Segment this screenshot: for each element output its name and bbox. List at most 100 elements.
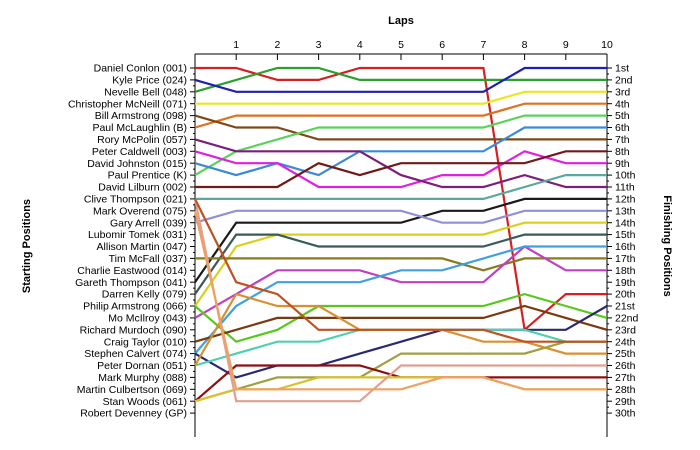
x-tick-label: 1: [233, 39, 239, 51]
finishing-position-label: 26th: [615, 360, 636, 372]
finishing-position-label: 1st: [615, 63, 629, 75]
starting-position-label: Robert Devenney (GP): [80, 408, 187, 420]
driver-position-line: [193, 198, 607, 403]
starting-position-label: David Johnston (015): [87, 158, 187, 170]
x-tick-label: 7: [480, 39, 486, 51]
driver-position-line: [194, 126, 607, 177]
starting-position-label: Craig Taylor (010): [104, 336, 187, 348]
finishing-position-label: 2nd: [615, 75, 633, 87]
driver-position-line: [194, 221, 607, 307]
driver-position-line: [194, 150, 607, 189]
finishing-position-label: 13th: [615, 205, 636, 217]
finishing-position-label: 27th: [615, 372, 636, 384]
driver-position-line: [194, 197, 607, 283]
finishing-position-label: 22nd: [615, 313, 639, 325]
finishing-position-label: 6th: [615, 122, 630, 134]
driver-position-line: [194, 102, 607, 129]
driver-position-line: [195, 90, 607, 105]
starting-position-label: Stan Woods (061): [103, 396, 187, 408]
driver-position-line: [193, 210, 607, 391]
starting-position-label: Peter Dornan (051): [97, 360, 187, 372]
finishing-position-label: 28th: [615, 384, 636, 396]
starting-position-label: Rory McPolin (057): [97, 134, 187, 146]
finishing-position-label: 25th: [615, 348, 636, 360]
starting-position-label: Gareth Thompson (041): [75, 277, 187, 289]
labels-layer: 1 2 3 4 5 6 7 8 9 10 Daniel Conlon (001)Kyle Price…: [68, 39, 639, 420]
finishing-position-label: 23rd: [615, 324, 636, 336]
starting-position-label: Peter Caldwell (003): [92, 146, 187, 158]
x-tick-label: 3: [316, 39, 322, 51]
starting-position-label: Clive Thompson (021): [84, 194, 187, 206]
finishing-position-label: 21st: [615, 301, 635, 313]
finishing-position-label: 9th: [615, 158, 630, 170]
driver-position-line: [195, 150, 607, 189]
finishing-position-label: 14th: [615, 217, 636, 229]
finishing-position-label: 10th: [615, 170, 636, 182]
x-tick-label: 6: [439, 39, 445, 51]
driver-position-line: [194, 198, 607, 343]
x-tick-label: 4: [357, 39, 363, 51]
finishing-position-label: 19th: [615, 277, 636, 289]
starting-position-label: Nevelle Bell (048): [104, 86, 187, 98]
finishing-position-label: 17th: [615, 253, 636, 265]
starting-position-label: David Lilburn (002): [98, 182, 187, 194]
driver-position-line: [194, 114, 607, 141]
x-tick-label: 8: [522, 39, 528, 51]
driver-position-line: [194, 66, 607, 93]
starting-position-label: Daniel Conlon (001): [94, 63, 187, 75]
x-tick-label: 5: [398, 39, 404, 51]
finishing-position-label: 29th: [615, 396, 636, 408]
driver-position-line: [195, 66, 607, 332]
starting-position-label: Lubomir Tomek (031): [88, 229, 187, 241]
starting-position-label: Kyle Price (024): [112, 75, 187, 87]
starting-position-label: Bill Armstrong (098): [95, 110, 187, 122]
starting-position-label: Philip Armstrong (066): [83, 301, 187, 313]
finishing-position-label: 12th: [615, 194, 636, 206]
driver-position-line: [194, 340, 607, 403]
starting-position-label: Christopher McNeill (071): [68, 98, 187, 110]
starting-position-label: Richard Murdoch (090): [80, 324, 187, 336]
finishing-position-label: 24th: [615, 336, 636, 348]
driver-position-line: [194, 304, 608, 343]
driver-position-line: [194, 233, 607, 295]
starting-position-label: Mark Overend (075): [93, 205, 187, 217]
driver-position-line: [194, 114, 607, 177]
finishing-position-label: 5th: [615, 110, 630, 122]
starting-position-label: Allison Martin (047): [97, 241, 187, 253]
starting-position-label: Darren Kelly (079): [102, 289, 187, 301]
driver-position-line: [194, 66, 607, 93]
left-axis-title: Starting Positions: [21, 199, 33, 293]
series-layer: [193, 66, 608, 403]
starting-position-label: Stephen Calvert (074): [84, 348, 187, 360]
starting-position-label: Mark Murphy (088): [98, 372, 187, 384]
starting-position-label: Tim McFall (037): [109, 253, 187, 265]
starting-position-label: Paul Prentice (K): [108, 170, 187, 182]
starting-position-label: Gary Arrell (039): [110, 217, 187, 229]
driver-position-line: [194, 305, 608, 379]
starting-position-label: Charlie Eastwood (014): [77, 265, 187, 277]
finishing-position-label: 11th: [615, 182, 635, 194]
driver-position-line: [194, 138, 607, 189]
starting-position-label: Martin Culbertson (069): [77, 384, 187, 396]
driver-position-line: [195, 257, 607, 272]
finishing-position-label: 7th: [615, 134, 630, 146]
driver-position-line: [194, 292, 608, 343]
finishing-position-label: 16th: [615, 241, 636, 253]
driver-position-line: [194, 209, 607, 224]
driver-position-line: [195, 174, 607, 200]
x-tick-label: 2: [274, 39, 280, 51]
finishing-position-label: 15th: [615, 229, 636, 241]
finishing-position-label: 30th: [615, 408, 636, 420]
right-axis-title: Finishing Positions: [661, 195, 673, 296]
finishing-position-label: 8th: [615, 146, 630, 158]
x-tick-label: 10: [601, 39, 613, 51]
finishing-position-label: 4th: [615, 98, 630, 110]
starting-position-label: Paul McLaughlin (B): [92, 122, 187, 134]
driver-position-line: [194, 245, 607, 319]
finishing-position-label: 18th: [615, 265, 636, 277]
starting-position-label: Mo McIlroy (043): [108, 313, 187, 325]
finishing-position-label: 3rd: [615, 86, 630, 98]
x-axis-title: Laps: [388, 15, 414, 27]
finishing-position-label: 20th: [615, 289, 636, 301]
